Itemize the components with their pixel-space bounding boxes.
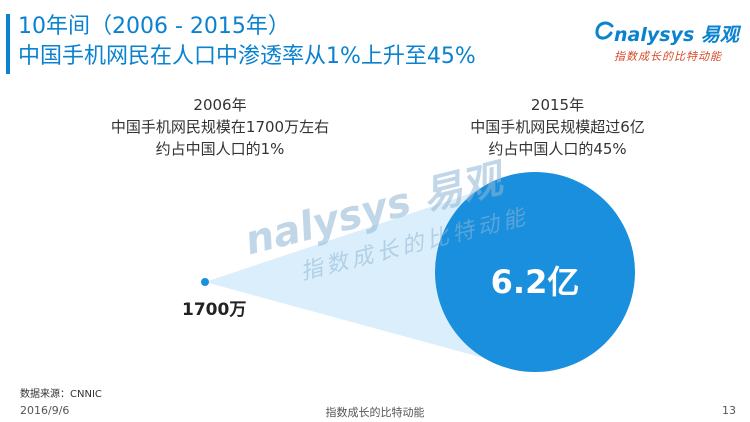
footer-date: 2016/9/6 — [20, 404, 70, 417]
info-2015-line2: 约占中国人口的45% — [488, 140, 627, 158]
value-dot-2006 — [201, 278, 209, 286]
logo-wordmark: nalysys 易观 — [614, 24, 739, 46]
info-2006-year: 2006年 — [193, 96, 247, 114]
analysys-logo: nalysys 易观 指数成长的比特动能 — [595, 20, 739, 70]
page-number: 13 — [722, 404, 736, 417]
title-accent-bar — [6, 14, 10, 74]
footer-slogan: 指数成长的比特动能 — [325, 406, 425, 419]
info-2006-line2: 约占中国人口的1% — [155, 140, 285, 158]
logo-a-swoosh-icon — [595, 21, 614, 40]
value-label-2015: 6.2亿 — [490, 263, 580, 301]
info-2006-line1: 中国手机网民规模在1700万左右 — [110, 118, 330, 136]
value-label-2006: 1700万 — [182, 300, 247, 320]
info-2006: 2006年 中国手机网民规模在1700万左右 约占中国人口的1% — [85, 94, 355, 160]
page-title: 10年间（2006 - 2015年） 中国手机网民在人口中渗透率从1%上升至45… — [18, 12, 476, 72]
title-line-2: 中国手机网民在人口中渗透率从1%上升至45% — [18, 44, 476, 69]
data-source: 数据来源：CNNIC — [20, 389, 102, 400]
title-line-1: 10年间（2006 - 2015年） — [18, 14, 290, 39]
info-2015-year: 2015年 — [530, 96, 585, 114]
logo-tagline: 指数成长的比特动能 — [614, 50, 722, 63]
info-2015: 2015年 中国手机网民规模超过6亿 约占中国人口的45% — [425, 94, 690, 160]
value-circle-2015 — [435, 172, 635, 372]
info-2015-line1: 中国手机网民规模超过6亿 — [470, 118, 645, 136]
